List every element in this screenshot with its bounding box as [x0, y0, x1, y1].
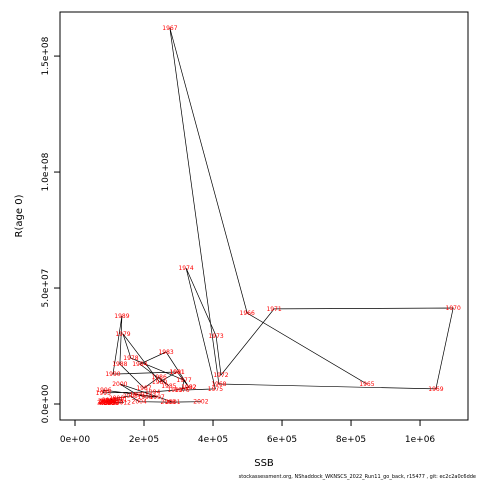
year-label: 2007 [102, 397, 117, 404]
plot-frame [59, 11, 469, 421]
year-label: 1982 [181, 384, 196, 391]
y-tick-label: 0.0e+00 [41, 384, 51, 423]
year-label: 1986 [152, 374, 167, 381]
year-label: 2003 [161, 399, 176, 406]
year-label: 1999 [129, 392, 144, 399]
y-tick-label: 1.5e+08 [41, 36, 51, 75]
y-tick-label: 5.0e+07 [41, 269, 51, 308]
year-label: 2000 [112, 381, 127, 388]
year-label: 1974 [178, 265, 193, 272]
year-label: 1979 [115, 331, 130, 338]
year-label: 2009 [98, 399, 113, 406]
footer: stockassessment.org, NShaddock_WKNSCS_20… [239, 474, 476, 480]
year-label: 2001 [165, 399, 180, 406]
trajectory-line [102, 28, 454, 404]
year-label: 1966 [240, 310, 255, 317]
year-label: 1991 [169, 369, 184, 376]
year-label: 1987 [136, 385, 151, 392]
year-label: 1973 [208, 333, 223, 340]
year-label: 1970 [446, 305, 461, 312]
year-label: 2017 [109, 399, 124, 406]
year-label: 1994 [145, 389, 160, 396]
year-label: 1989 [114, 313, 129, 320]
year-label: 2019 [97, 400, 112, 407]
year-label: 1969 [428, 386, 443, 393]
year-label: 1985 [161, 383, 176, 390]
year-label: 2004 [132, 399, 147, 406]
year-label: 1968 [211, 381, 226, 388]
year-label: 2011 [112, 396, 127, 403]
year-label: 2021 [103, 399, 118, 406]
x-tick-label: 4e+05 [198, 435, 228, 445]
y-axis-label: R(age 0) [14, 194, 25, 237]
year-label: 1990 [105, 371, 120, 378]
year-label: 1975 [208, 386, 223, 393]
year-label: 2013 [102, 400, 117, 407]
x-tick-label: 0e+00 [60, 435, 91, 445]
x-tick-label: 2e+05 [129, 435, 159, 445]
year-label: 1976 [174, 387, 189, 394]
year-label: 1971 [266, 306, 281, 313]
year-label: 2012 [116, 399, 131, 406]
year-label: 2018 [101, 398, 116, 405]
year-label: 1967 [162, 25, 177, 32]
x-tick-label: 6e+05 [267, 435, 297, 445]
x-tick-label: 1e+06 [405, 435, 436, 445]
year-label: 2006 [109, 395, 124, 402]
x-tick-label: 8e+05 [336, 435, 366, 445]
y-tick-label: 1.0e+08 [41, 152, 51, 191]
x-axis-label: SSB [254, 458, 274, 469]
year-label: 1998 [137, 394, 152, 401]
year-label: 1988 [112, 361, 127, 368]
year-label: 1984 [132, 361, 147, 368]
year-label: 2016 [104, 400, 119, 407]
year-label: 2014 [99, 399, 114, 406]
year-label: 2005 [123, 393, 138, 400]
year-label: 1992 [181, 384, 196, 391]
year-label: 2008 [100, 398, 115, 405]
year-label: 1980 [152, 379, 167, 386]
year-label: 1977 [176, 377, 191, 384]
year-label: 1996 [96, 387, 111, 394]
year-label: 1993 [167, 387, 182, 394]
year-label: 2020 [100, 400, 115, 407]
year-label: 1997 [149, 394, 164, 401]
year-label: 1978 [123, 355, 138, 362]
year-label: 1972 [213, 372, 228, 379]
year-label: 2002 [193, 399, 208, 406]
year-label: 1995 [96, 390, 111, 397]
year-label: 2010 [105, 398, 120, 405]
year-label: 1983 [158, 349, 173, 356]
year-label: 2015 [98, 398, 113, 405]
year-label: 1981 [169, 369, 184, 376]
year-label: 1965 [359, 381, 374, 388]
